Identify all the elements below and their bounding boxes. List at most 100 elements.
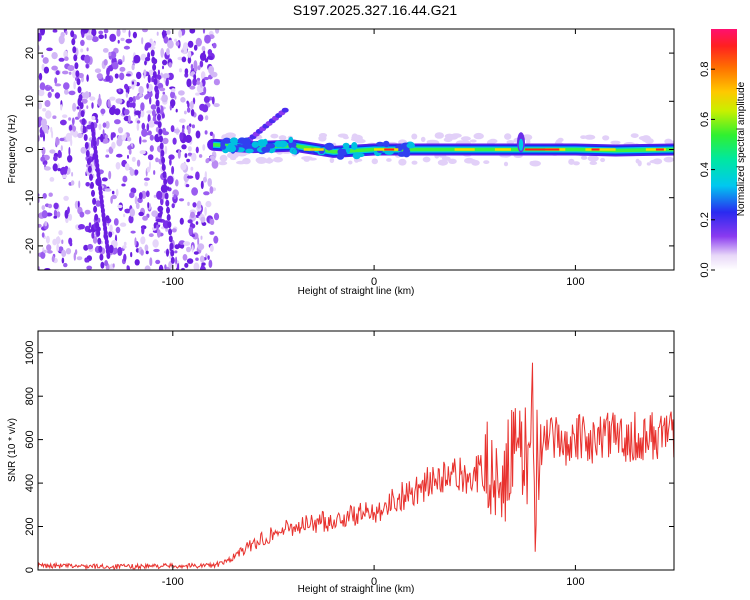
noise-speckle bbox=[63, 82, 70, 90]
noise-speckle bbox=[162, 127, 167, 135]
noise-speckle bbox=[123, 241, 127, 246]
signal-blob bbox=[288, 136, 294, 143]
noise-speckle bbox=[213, 103, 220, 108]
noise-speckle bbox=[211, 160, 219, 169]
noise-streak bbox=[167, 221, 172, 229]
noise-speckle bbox=[179, 132, 184, 141]
noise-speckle bbox=[86, 105, 89, 109]
x-tick-label: 100 bbox=[566, 576, 584, 588]
noise-speckle bbox=[201, 45, 206, 52]
noise-streak bbox=[156, 106, 161, 114]
noise-speckle bbox=[40, 29, 45, 36]
noise-speckle bbox=[134, 196, 138, 205]
noise-speckle bbox=[178, 198, 185, 202]
noise-speckle bbox=[42, 57, 49, 64]
signal-blob bbox=[345, 146, 351, 154]
noise-speckle bbox=[127, 137, 132, 142]
noise-speckle bbox=[89, 96, 96, 101]
snr-marks bbox=[38, 362, 674, 570]
noise-streak bbox=[155, 99, 160, 107]
noise-speckle bbox=[156, 31, 159, 36]
signal-halo bbox=[441, 156, 451, 161]
noise-speckle bbox=[144, 44, 149, 51]
noise-speckle bbox=[142, 215, 149, 221]
noise-speckle bbox=[58, 57, 65, 62]
noise-speckle bbox=[98, 123, 102, 131]
colorbar-tick-label: 0.2 bbox=[699, 212, 711, 227]
noise-speckle bbox=[191, 233, 195, 238]
signal-halo bbox=[422, 156, 431, 163]
noise-speckle bbox=[208, 65, 215, 75]
noise-speckle bbox=[47, 250, 53, 254]
noise-speckle bbox=[116, 138, 123, 147]
noise-speckle bbox=[184, 262, 189, 268]
noise-speckle bbox=[112, 263, 115, 268]
noise-speckle bbox=[97, 97, 102, 107]
noise-speckle bbox=[91, 231, 95, 239]
noise-speckle bbox=[203, 96, 210, 104]
noise-speckle bbox=[125, 38, 133, 44]
noise-speckle bbox=[213, 235, 219, 244]
noise-streak bbox=[98, 245, 103, 253]
noise-streak bbox=[168, 228, 173, 236]
signal-halo bbox=[568, 158, 575, 165]
noise-streak bbox=[164, 192, 169, 200]
signal-halo bbox=[398, 158, 407, 166]
noise-speckle bbox=[41, 210, 48, 219]
noise-speckle bbox=[78, 224, 85, 230]
noise-speckle bbox=[200, 216, 206, 223]
noise-speckle bbox=[184, 68, 189, 75]
signal-halo bbox=[506, 140, 515, 145]
noise-speckle bbox=[149, 38, 153, 44]
noise-speckle bbox=[88, 121, 91, 125]
noise-speckle bbox=[141, 226, 145, 235]
noise-speckle bbox=[185, 184, 190, 188]
noise-speckle bbox=[127, 145, 132, 150]
noise-speckle bbox=[191, 152, 197, 162]
noise-speckle bbox=[187, 146, 192, 152]
noise-speckle bbox=[124, 209, 128, 213]
noise-speckle bbox=[107, 99, 111, 108]
noise-speckle bbox=[151, 210, 159, 217]
noise-speckle bbox=[91, 36, 99, 43]
noise-streak bbox=[154, 92, 159, 100]
noise-speckle bbox=[43, 166, 51, 171]
noise-speckle bbox=[78, 180, 81, 189]
noise-speckle bbox=[111, 190, 115, 195]
noise-speckle bbox=[56, 211, 61, 218]
noise-speckle bbox=[178, 29, 183, 38]
noise-speckle bbox=[116, 153, 123, 158]
noise-speckle bbox=[106, 149, 109, 153]
noise-speckle bbox=[172, 137, 177, 145]
noise-speckle bbox=[72, 102, 77, 112]
signal-halo bbox=[278, 135, 287, 141]
noise-speckle bbox=[114, 119, 121, 125]
noise-speckle bbox=[42, 193, 47, 199]
noise-speckle bbox=[173, 194, 177, 200]
noise-speckle bbox=[77, 111, 82, 119]
noise-speckle bbox=[77, 200, 80, 208]
signal-halo bbox=[635, 158, 640, 164]
noise-speckle bbox=[142, 139, 147, 143]
noise-speckle bbox=[108, 51, 112, 57]
noise-speckle bbox=[161, 94, 168, 103]
noise-speckle bbox=[54, 83, 62, 87]
noise-speckle bbox=[122, 29, 127, 33]
noise-speckle bbox=[202, 144, 206, 151]
y-tick-label: 20 bbox=[24, 47, 36, 59]
noise-speckle bbox=[199, 255, 205, 263]
noise-speckle bbox=[73, 252, 77, 261]
noise-speckle bbox=[120, 37, 125, 42]
noise-speckle bbox=[139, 136, 142, 145]
noise-speckle bbox=[143, 177, 150, 181]
signal-halo bbox=[301, 156, 313, 161]
signal-halo bbox=[600, 157, 606, 163]
snr-y-label: SNR (10 * v/v) bbox=[7, 418, 18, 482]
noise-speckle bbox=[70, 180, 75, 186]
noise-speckle bbox=[115, 162, 121, 170]
noise-speckle bbox=[166, 248, 169, 257]
noise-speckle bbox=[57, 168, 62, 172]
snr-x-label: Height of straight line (km) bbox=[298, 584, 415, 595]
noise-speckle bbox=[209, 186, 214, 194]
